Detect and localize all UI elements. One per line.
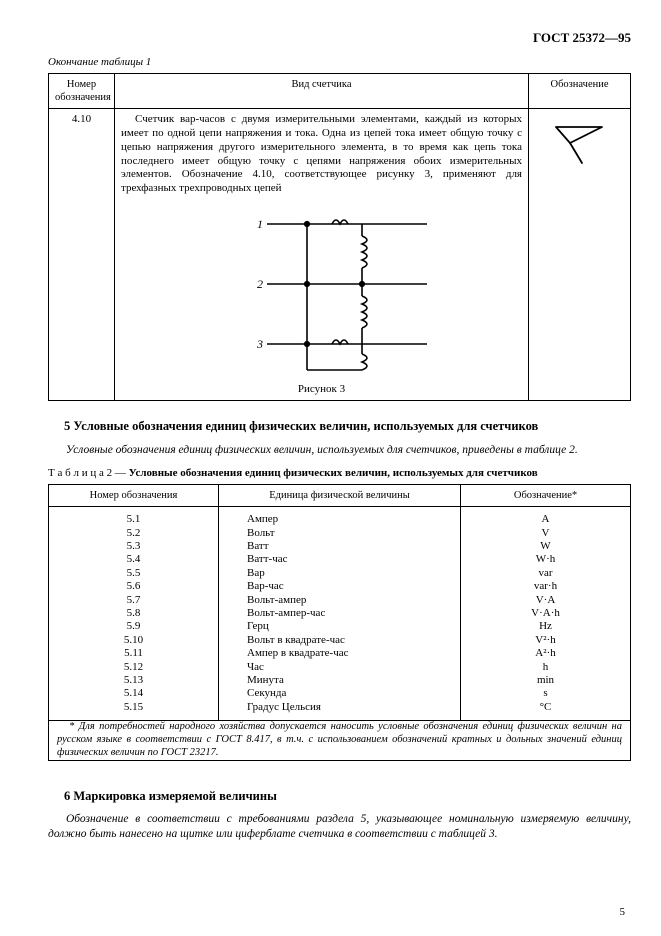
- t2-cell-num: 5.5: [49, 567, 219, 580]
- figure-label-2: 2: [257, 277, 263, 291]
- t2-cell-num: 5.9: [49, 620, 219, 633]
- table-row: 5.3ВаттW: [49, 540, 631, 553]
- table-row: 5.8Вольт-ампер-часV·A·h: [49, 607, 631, 620]
- table2-caption-bold: Условные обозначения единиц физических в…: [129, 467, 538, 479]
- t2-cell-sym: V·A: [461, 594, 631, 607]
- t1-row-num: 4.10: [49, 109, 115, 401]
- table-row: 5.15Градус Цельсия°C: [49, 701, 631, 714]
- t2-cell-num: 5.10: [49, 634, 219, 647]
- t2-cell-unit: Вольт: [219, 527, 461, 540]
- t2-cell-sym: var: [461, 567, 631, 580]
- t2-cell-sym: Hz: [461, 620, 631, 633]
- t2-footnote: * Для потребностей народного хозяйства д…: [49, 721, 631, 760]
- table-row: 5.7Вольт-амперV·A: [49, 594, 631, 607]
- t2-cell-sym: s: [461, 687, 631, 700]
- figure-3: 1 2 3 Рисунок 3: [121, 196, 522, 397]
- table-row: 5.5Варvar: [49, 567, 631, 580]
- t2-cell-unit: Герц: [219, 620, 461, 633]
- section-6-title: 6 Маркировка измеряемой величины: [64, 789, 631, 805]
- table-row: 5.2ВольтV: [49, 527, 631, 540]
- t2-cell-unit: Ватт: [219, 540, 461, 553]
- t2-cell-unit: Секунда: [219, 687, 461, 700]
- t2-cell-sym: var·h: [461, 580, 631, 593]
- t2-cell-unit: Вар: [219, 567, 461, 580]
- table-row: 5.4Ватт-часW·h: [49, 553, 631, 566]
- t2-cell-num: 5.11: [49, 647, 219, 660]
- table-row: 5.14Секундаs: [49, 687, 631, 700]
- t2-cell-sym: °C: [461, 701, 631, 714]
- section-5-title: 5 Условные обозначения единиц физических…: [64, 419, 631, 435]
- t2-cell-unit: Ампер: [219, 513, 461, 526]
- t2-cell-unit: Вольт-ампер: [219, 594, 461, 607]
- t2-cell-num: 5.6: [49, 580, 219, 593]
- t2-cell-sym: h: [461, 661, 631, 674]
- t2-cell-sym: V²·h: [461, 634, 631, 647]
- figure-caption: Рисунок 3: [121, 383, 522, 397]
- table-row: 5.9ГерцHz: [49, 620, 631, 633]
- t2-cell-num: 5.3: [49, 540, 219, 553]
- t1-row-symbol: [529, 109, 631, 401]
- t2-cell-sym: V: [461, 527, 631, 540]
- t1-row-desc-cell: Счетчик вар-часов с двумя измерительными…: [115, 109, 529, 401]
- t2-cell-sym: W: [461, 540, 631, 553]
- t1-header-sym: Обозначение: [529, 74, 631, 109]
- table-row: 5.12Часh: [49, 661, 631, 674]
- figure-label-1: 1: [257, 217, 263, 231]
- t2-header-unit: Единица физической величины: [219, 485, 461, 507]
- t2-header-num: Номер обозначения: [49, 485, 219, 507]
- table-row: 5.13Минутаmin: [49, 674, 631, 687]
- table-row: 5.6Вар-часvar·h: [49, 580, 631, 593]
- t2-cell-num: 5.14: [49, 687, 219, 700]
- page-number: 5: [620, 906, 626, 920]
- t2-header-sym: Обозначение*: [461, 485, 631, 507]
- table-row: 4.10 Счетчик вар-часов с двумя измерител…: [49, 109, 631, 401]
- t1-row-desc: Счетчик вар-часов с двумя измерительными…: [121, 113, 522, 196]
- t2-cell-sym: min: [461, 674, 631, 687]
- t2-cell-unit: Минута: [219, 674, 461, 687]
- table-row: 5.11Ампер в квадрате-часA²·h: [49, 647, 631, 660]
- t2-cell-unit: Ватт-час: [219, 553, 461, 566]
- table-2: Номер обозначения Единица физической вел…: [48, 484, 631, 761]
- t2-cell-unit: Вар-час: [219, 580, 461, 593]
- t1-header-kind: Вид счетчика: [115, 74, 529, 109]
- doc-id: ГОСТ 25372—95: [48, 30, 631, 46]
- t2-cell-num: 5.13: [49, 674, 219, 687]
- t2-cell-sym: W·h: [461, 553, 631, 566]
- section-5-intro: Условные обозначения единиц физических в…: [48, 443, 631, 457]
- table2-caption: Т а б л и ц а 2 — Условные обозначения е…: [48, 467, 631, 481]
- t2-cell-unit: Ампер в квадрате-час: [219, 647, 461, 660]
- t2-cell-num: 5.8: [49, 607, 219, 620]
- t1-header-num: Номер обозначения: [49, 74, 115, 109]
- t2-cell-sym: A²·h: [461, 647, 631, 660]
- table1-end-caption: Окончание таблицы 1: [48, 56, 631, 70]
- t2-cell-num: 5.4: [49, 553, 219, 566]
- t2-cell-sym: V·A·h: [461, 607, 631, 620]
- t2-cell-unit: Час: [219, 661, 461, 674]
- table2-caption-lead: Т а б л и ц а 2 —: [48, 467, 129, 479]
- t2-cell-num: 5.15: [49, 701, 219, 714]
- t2-cell-unit: Вольт в квадрате-час: [219, 634, 461, 647]
- t2-cell-num: 5.2: [49, 527, 219, 540]
- circuit-diagram: 1 2 3: [207, 204, 437, 374]
- table-1: Номер обозначения Вид счетчика Обозначен…: [48, 73, 631, 401]
- table-row: 5.10Вольт в квадрате-часV²·h: [49, 634, 631, 647]
- t2-cell-unit: Градус Цельсия: [219, 701, 461, 714]
- t2-cell-num: 5.12: [49, 661, 219, 674]
- t2-cell-unit: Вольт-ампер-час: [219, 607, 461, 620]
- figure-label-3: 3: [256, 337, 263, 351]
- t2-cell-num: 5.1: [49, 513, 219, 526]
- section-6-para: Обозначение в соответствии с требованиям…: [48, 812, 631, 841]
- t2-cell-num: 5.7: [49, 594, 219, 607]
- table-row: 5.1АмперA: [49, 513, 631, 526]
- t2-cell-sym: A: [461, 513, 631, 526]
- meter-symbol-icon: [552, 117, 608, 167]
